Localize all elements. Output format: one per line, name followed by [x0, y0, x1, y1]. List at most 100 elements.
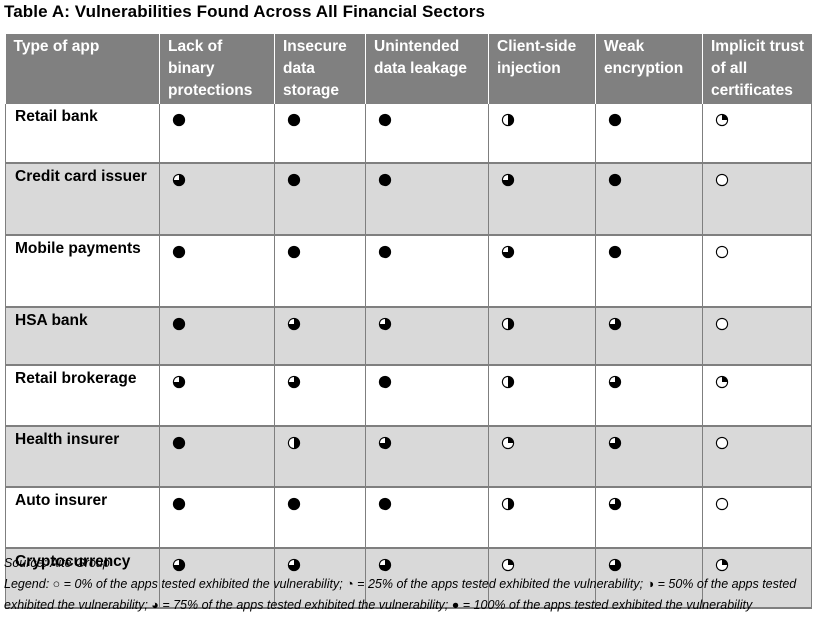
harvey-ball-icon: [715, 245, 729, 263]
cell-rating: [274, 163, 366, 236]
table-body: Retail bank Credit card issuer Mobile paym…: [5, 104, 812, 609]
cell-rating: [365, 365, 489, 427]
harvey-ball-icon: [378, 436, 392, 454]
harvey-ball-icon: [172, 317, 186, 335]
vulnerability-table: Type of app Lack of binary protections I…: [5, 34, 812, 609]
source-note: Source: Aite Group: [4, 556, 110, 570]
table-row: Health insurer: [5, 426, 812, 488]
table-row: Mobile payments: [5, 235, 812, 308]
harvey-ball-icon: [501, 317, 515, 335]
cell-rating: [159, 307, 275, 366]
table-title: Table A: Vulnerabilities Found Across Al…: [4, 2, 486, 21]
harvey-ball-icon: [501, 245, 515, 263]
harvey-ball-icon: [378, 375, 392, 393]
column-header: Client-side injection: [488, 34, 596, 104]
cell-rating: [702, 307, 812, 366]
harvey-ball-icon: [172, 497, 186, 515]
cell-rating: [488, 307, 596, 366]
harvey-ball-icon: [172, 173, 186, 191]
cell-rating: [274, 548, 366, 609]
harvey-ball-icon: [608, 173, 622, 191]
cell-rating: [365, 548, 489, 609]
cell-rating: [365, 307, 489, 366]
cell-rating: [488, 426, 596, 488]
cell-rating: [488, 163, 596, 236]
cell-rating: [702, 235, 812, 308]
column-header: Implicit trust of all certificates: [702, 34, 812, 104]
cell-rating: [488, 235, 596, 308]
cell-rating: [488, 365, 596, 427]
row-label: HSA bank: [5, 307, 160, 366]
harvey-ball-icon: [378, 317, 392, 335]
cell-rating: [488, 548, 596, 609]
harvey-ball-icon: [172, 436, 186, 454]
harvey-ball-icon: [501, 173, 515, 191]
row-label: Mobile payments: [5, 235, 160, 308]
harvey-ball-icon: [287, 173, 301, 191]
harvey-ball-icon: [172, 245, 186, 263]
harvey-ball-icon: [287, 113, 301, 131]
row-label: Auto insurer: [5, 487, 160, 549]
harvey-ball-icon: [287, 317, 301, 335]
cell-rating: [595, 307, 703, 366]
table-row: Cryptocurrency: [5, 548, 812, 609]
harvey-ball-icon: [715, 173, 729, 191]
harvey-ball-icon: [378, 497, 392, 515]
cell-rating: [159, 365, 275, 427]
cell-rating: [159, 426, 275, 488]
row-label: Retail brokerage: [5, 365, 160, 427]
harvey-ball-icon: [287, 375, 301, 393]
row-label: Credit card issuer: [5, 163, 160, 236]
harvey-ball-icon: [378, 245, 392, 263]
cell-rating: [274, 365, 366, 427]
harvey-ball-icon: [287, 558, 301, 576]
harvey-ball-icon: [287, 497, 301, 515]
cell-rating: [365, 426, 489, 488]
harvey-ball-icon: [715, 113, 729, 131]
harvey-ball-icon: [501, 558, 515, 576]
header-row: Type of app Lack of binary protections I…: [5, 34, 812, 104]
harvey-ball-icon: [378, 113, 392, 131]
column-header: Weak encryption: [595, 34, 703, 104]
column-header: Lack of binary protections: [159, 34, 275, 104]
table-notes: Source: Aite Group Legend: ○ = 0% of the…: [4, 553, 810, 616]
cell-rating: [595, 487, 703, 549]
harvey-ball-icon: [715, 375, 729, 393]
cell-rating: [274, 235, 366, 308]
row-label: Health insurer: [5, 426, 160, 488]
cell-rating: [595, 104, 703, 164]
harvey-ball-icon: [715, 436, 729, 454]
harvey-ball-icon: [608, 113, 622, 131]
cell-rating: [274, 426, 366, 488]
table-row: Retail bank: [5, 104, 812, 164]
harvey-ball-icon: [501, 375, 515, 393]
harvey-ball-icon: [172, 558, 186, 576]
cell-rating: [595, 548, 703, 609]
harvey-ball-icon: [378, 558, 392, 576]
harvey-ball-icon: [608, 436, 622, 454]
cell-rating: [595, 235, 703, 308]
legend-note: Legend: ○ = 0% of the apps tested exhibi…: [4, 577, 797, 612]
table-row: HSA bank: [5, 307, 812, 366]
harvey-ball-icon: [608, 497, 622, 515]
cell-rating: [595, 365, 703, 427]
cell-rating: [365, 104, 489, 164]
cell-rating: [159, 163, 275, 236]
table-row: Credit card issuer: [5, 163, 812, 236]
harvey-ball-icon: [715, 558, 729, 576]
cell-rating: [702, 426, 812, 488]
cell-rating: [159, 487, 275, 549]
cell-rating: [702, 548, 812, 609]
harvey-ball-icon: [715, 497, 729, 515]
harvey-ball-icon: [608, 558, 622, 576]
harvey-ball-icon: [608, 375, 622, 393]
harvey-ball-icon: [608, 245, 622, 263]
row-label: Retail bank: [5, 104, 160, 164]
column-header: Unintended data leakage: [365, 34, 489, 104]
harvey-ball-icon: [501, 113, 515, 131]
harvey-ball-icon: [501, 497, 515, 515]
harvey-ball-icon: [172, 113, 186, 131]
harvey-ball-icon: [287, 436, 301, 454]
cell-rating: [159, 104, 275, 164]
cell-rating: [274, 307, 366, 366]
